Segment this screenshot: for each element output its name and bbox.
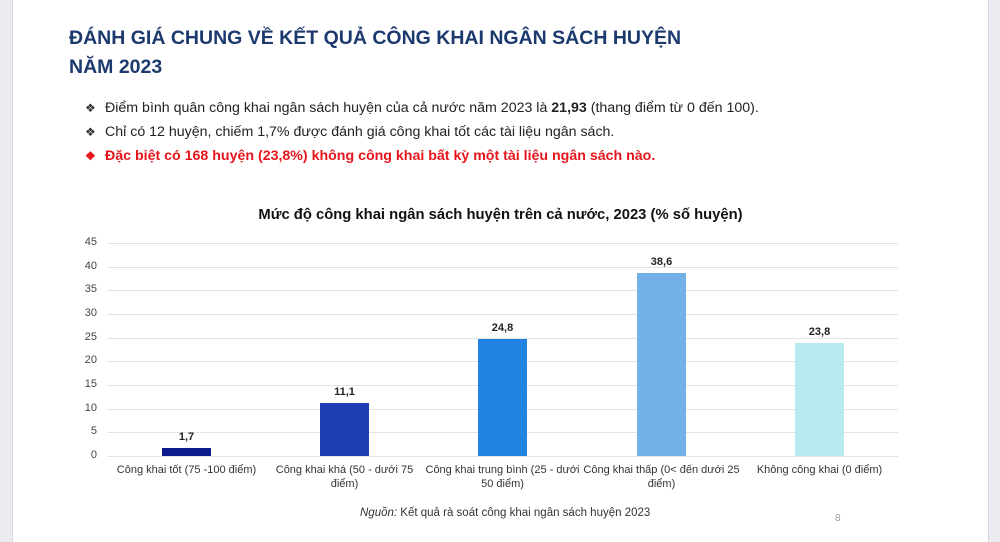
gridline bbox=[107, 290, 898, 292]
bullet-text: Điểm bình quân công khai ngân sách huyện… bbox=[105, 100, 552, 116]
bar bbox=[637, 273, 686, 456]
bullet-text-suffix: (thang điểm từ 0 đến 100). bbox=[586, 100, 759, 116]
bar-chart-plot: 0 5 10 15 20 25 30 35 40 45 1,7 11,1 24,8 38,6 23,8 bbox=[85, 236, 898, 461]
page-number: 8 bbox=[835, 513, 841, 524]
data-label: 24,8 bbox=[491, 321, 514, 334]
chart-title: Mức độ công khai ngân sách huyện trên cả… bbox=[258, 207, 743, 223]
bar bbox=[478, 338, 527, 456]
average-score-value: 21,93 bbox=[551, 100, 587, 116]
title-line-2: NĂM 2023 bbox=[69, 56, 163, 78]
data-label: 38,6 bbox=[650, 256, 673, 269]
bullet-no-disclosure: ❖ Đặc biệt có 168 huyện (23,8%) không côn… bbox=[85, 144, 759, 168]
bar bbox=[320, 403, 369, 456]
slide-title: ĐÁNH GIÁ CHUNG VỀ KẾT QUẢ CÔNG KHAI NGÂN… bbox=[69, 24, 681, 82]
y-tick-label: 40 bbox=[84, 259, 97, 272]
diamond-bullet-icon: ❖ bbox=[85, 101, 96, 115]
source-text: Kết quả rà soát công khai ngân sách huyệ… bbox=[397, 507, 651, 519]
gridline bbox=[107, 314, 898, 315]
gridline bbox=[107, 243, 898, 244]
y-tick-label: 20 bbox=[84, 354, 97, 367]
bar bbox=[162, 447, 211, 456]
gridline bbox=[107, 266, 898, 268]
y-tick-label: 10 bbox=[84, 401, 97, 414]
x-category-label: Công khai thấp (0< đến dưới 25 điểm) bbox=[583, 464, 740, 490]
y-tick-label: 35 bbox=[84, 283, 97, 296]
bullet-text: Đặc biệt có 168 huyện (23,8%) không công… bbox=[105, 148, 656, 164]
bullet-average-score: ❖ Điểm bình quân công khai ngân sách huyệ… bbox=[85, 96, 759, 120]
y-tick-label: 45 bbox=[84, 236, 97, 248]
diamond-bullet-icon: ❖ bbox=[85, 149, 96, 163]
bar bbox=[795, 343, 844, 456]
bullet-good-districts: ❖ Chỉ có 12 huyện, chiếm 1,7% được đánh g… bbox=[85, 120, 759, 144]
x-category-label: Công khai trung bình (25 - dưới 50 điểm) bbox=[425, 464, 580, 490]
x-category-label: Công khai tốt (75 -100 điểm) bbox=[116, 464, 257, 476]
data-label: 1,7 bbox=[178, 430, 195, 443]
source-label: Nguồn: bbox=[360, 507, 398, 519]
y-tick-label: 30 bbox=[84, 307, 97, 319]
gridline bbox=[107, 456, 898, 457]
x-category-label: Không công khai (0 điểm) bbox=[756, 464, 883, 476]
y-tick-label: 15 bbox=[84, 378, 97, 390]
title-line-1: ĐÁNH GIÁ CHUNG VỀ KẾT QUẢ CÔNG KHAI NGÂN… bbox=[69, 27, 682, 49]
y-tick-label: 25 bbox=[84, 330, 97, 343]
data-label: 23,8 bbox=[808, 326, 831, 339]
y-tick-label: 5 bbox=[90, 425, 97, 438]
y-tick-label: 0 bbox=[90, 449, 97, 461]
bullet-text: Chỉ có 12 huyện, chiếm 1,7% được đánh gi… bbox=[105, 124, 615, 140]
gridline bbox=[107, 337, 898, 339]
source-note: Nguồn: Kết quả rà soát công khai ngân sá… bbox=[360, 507, 650, 519]
bullet-list: ❖ Điểm bình quân công khai ngân sách huyệ… bbox=[85, 96, 759, 168]
x-category-label: Công khai khá (50 - dưới 75 điểm) bbox=[275, 464, 414, 490]
slide: ĐÁNH GIÁ CHUNG VỀ KẾT QUẢ CÔNG KHAI NGÂN… bbox=[12, 0, 989, 542]
data-label: 11,1 bbox=[334, 386, 355, 399]
diamond-bullet-icon: ❖ bbox=[85, 125, 96, 139]
